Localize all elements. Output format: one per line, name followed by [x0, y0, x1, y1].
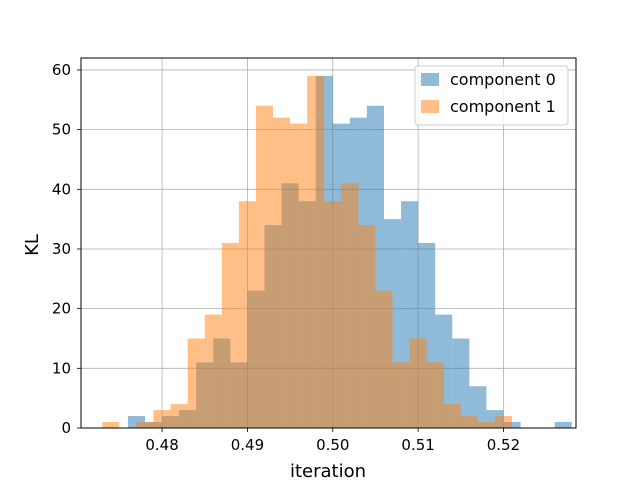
series-component-1: [102, 75, 512, 428]
histogram-bar: [443, 404, 461, 428]
histogram-bar: [238, 201, 256, 428]
legend-box: [414, 65, 569, 126]
histogram-bar: [273, 117, 291, 428]
x-tick-label: 0.52: [487, 436, 520, 454]
x-tick-label: 0.48: [145, 436, 178, 454]
y-tick-label: 40: [52, 180, 71, 198]
y-tick-label: 10: [52, 359, 71, 377]
histogram-bar: [290, 123, 308, 428]
histogram-bar: [187, 338, 205, 428]
histogram-bar: [494, 416, 512, 428]
histogram-bar: [409, 338, 427, 428]
histogram-bar: [375, 290, 393, 428]
histogram-bar: [324, 201, 342, 428]
x-tick-label: 0.49: [231, 436, 264, 454]
histogram-bar: [221, 243, 239, 428]
histogram-bar: [358, 225, 376, 428]
y-tick-label: 0: [61, 419, 71, 437]
legend-swatch-component-1: [421, 100, 439, 113]
histogram-bar: [170, 404, 188, 428]
y-tick-label: 30: [52, 240, 71, 258]
histogram-bar: [307, 75, 325, 428]
histogram-bar: [341, 183, 359, 428]
x-tick-label: 0.50: [316, 436, 349, 454]
legend-swatch-component-0: [421, 73, 439, 86]
histogram-bar: [204, 314, 222, 428]
histogram-bar: [477, 422, 495, 428]
histogram-bar: [460, 416, 478, 428]
legend: component 0 component 1: [414, 65, 569, 126]
plot-frame: [80, 57, 577, 429]
y-tick-label: 20: [52, 300, 71, 318]
histogram-bar: [426, 362, 444, 428]
legend-label-component-1: component 1: [450, 97, 556, 116]
histogram-bar: [255, 105, 274, 428]
y-axis-label: KL: [22, 234, 43, 256]
histogram-bar: [153, 410, 171, 428]
histogram-bar: [554, 422, 572, 428]
x-axis-label: iteration: [290, 461, 366, 480]
histogram-bar: [102, 422, 120, 428]
bars-layer: [102, 75, 572, 428]
x-tick-label: 0.51: [401, 436, 434, 454]
histogram-bar: [136, 422, 154, 428]
ticks-layer: 0.48 0.49 0.50 0.51 0.52 0 10 20 30 40 50 60: [52, 61, 520, 454]
y-tick-label: 50: [52, 121, 71, 139]
y-tick-label: 60: [52, 61, 71, 79]
legend-label-component-0: component 0: [450, 70, 556, 89]
histogram-bar: [392, 362, 410, 428]
